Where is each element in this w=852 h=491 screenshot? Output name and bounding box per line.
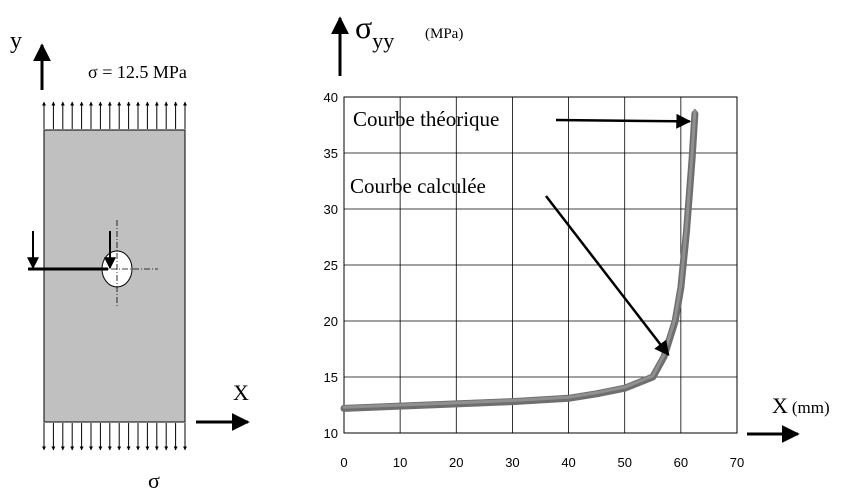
annotation-theoretical: Courbe théorique: [353, 107, 499, 131]
grid: [343, 96, 738, 434]
stress-label: σ = 12.5 MPa: [88, 62, 187, 82]
annotation-calculated-arrow: [545, 195, 670, 357]
x-tick-labels: 0 10 20 30 40 50 60 70: [340, 455, 744, 470]
x-axis-label: X: [233, 380, 249, 405]
y-tick-label: 35: [324, 146, 338, 161]
y-axis-label: y: [10, 28, 22, 54]
x-tick-label: 20: [449, 455, 463, 470]
chart-x-label-unit: (mm): [792, 398, 830, 417]
series-line-calculated: [342, 108, 697, 409]
x-tick-label: 40: [561, 455, 575, 470]
annotation-theoretical-arrow: [555, 113, 692, 129]
series-group: [340, 108, 699, 412]
y-axis-unit: (MPa): [425, 26, 463, 42]
y-axis-symbol: σ: [355, 9, 372, 45]
y-tick-label: 10: [324, 426, 338, 441]
y-tick-label: 40: [324, 90, 338, 105]
y-tick-label: 20: [324, 314, 338, 329]
plate-diagram: y σ = 12.5 MPa X σ: [10, 28, 250, 491]
chart: σyy (MPa) 0 10 20 30 40 50 60 70 10152025303540…: [324, 9, 830, 470]
x-tick-label: 30: [505, 455, 519, 470]
y-tick-labels: 10 15 20 25 30 35 40: [324, 90, 338, 441]
x-tick-label: 0: [340, 455, 347, 470]
x-tick-label: 60: [674, 455, 688, 470]
x-tick-label: 10: [393, 455, 407, 470]
x-tick-label: 50: [617, 455, 631, 470]
y-axis-title: σyy: [355, 9, 394, 53]
chart-x-label: X (mm): [772, 393, 830, 418]
chart-x-label-text: X: [772, 393, 788, 418]
plot-frame: [343, 96, 738, 434]
y-tick-label: 25: [324, 258, 338, 273]
y-axis-subscript: yy: [372, 28, 394, 53]
x-tick-label: 70: [730, 455, 744, 470]
y-tick-label: 15: [324, 370, 338, 385]
bottom-stress-label: σ: [148, 468, 160, 491]
bottom-stress-arrows: [42, 423, 187, 451]
y-tick-label: 30: [324, 202, 338, 217]
top-stress-arrows: [42, 101, 187, 129]
annotation-calculated: Courbe calculée: [350, 174, 486, 198]
series-line-theoretical: [340, 110, 699, 412]
